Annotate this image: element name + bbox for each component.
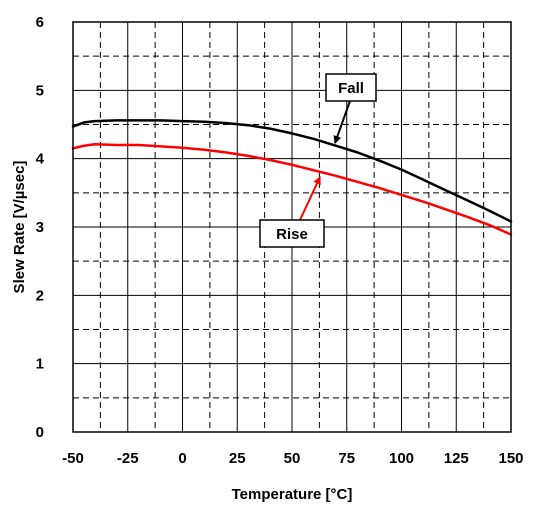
y-tick-label: 3 [36,219,44,236]
y-axis-ticks: 0 1 2 3 4 5 6 [36,14,45,441]
x-axis-title: Temperature [°C] [232,486,353,503]
x-tick-label: 150 [498,450,523,467]
fall-callout: Fall [325,73,377,144]
fall-callout-box [325,73,377,102]
y-axis-title: Slew Rate [V/µsec] [11,161,28,294]
x-tick-label: 75 [338,450,355,467]
y-tick-label: 1 [36,356,44,373]
fall-callout-arrow [333,100,351,144]
y-tick-label: 5 [36,82,44,99]
y-tick-label: 0 [36,424,44,441]
series-layer [71,119,513,236]
rise-callout-label: Rise [276,226,308,243]
x-tick-label: 100 [389,450,414,467]
rise-callout: Rise [259,176,325,248]
rise-callout-box [259,219,325,248]
x-tick-label: 125 [444,450,469,467]
rise-callout-arrow [299,176,321,221]
x-axis-ticks: -50 -25 0 25 50 75 100 125 150 [62,450,523,467]
x-tick-label: 50 [284,450,301,467]
series-line-rise [71,143,513,236]
x-tick-label: -25 [117,450,139,467]
x-tick-label: -50 [62,450,84,467]
x-tick-label: 25 [229,450,246,467]
x-tick-label: 0 [178,450,186,467]
series-line-fall [71,119,513,223]
y-tick-label: 2 [36,287,44,304]
plot-frame [72,21,512,433]
fall-callout-label: Fall [338,80,364,97]
y-tick-label: 6 [36,14,44,31]
y-tick-label: 4 [36,151,45,168]
